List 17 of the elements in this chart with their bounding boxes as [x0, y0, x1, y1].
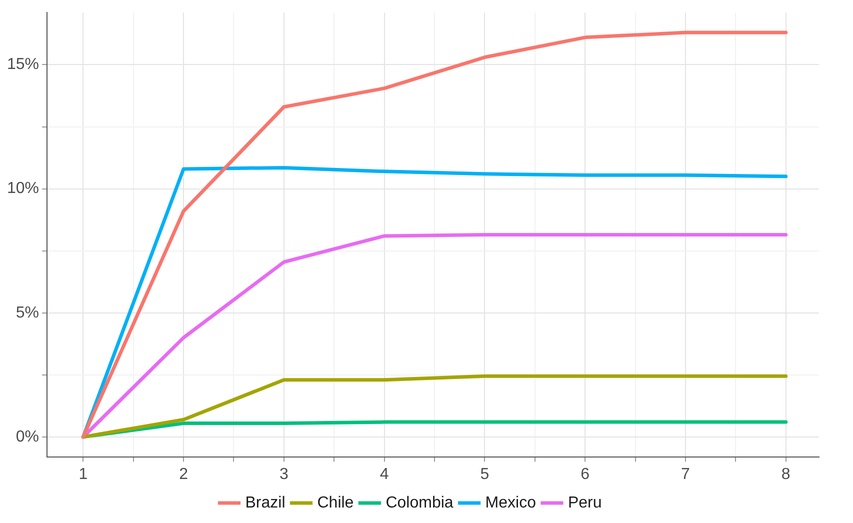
legend-label: Chile [317, 494, 354, 512]
x-tick-label: 1 [78, 466, 88, 483]
y-tick-label: 10% [6, 180, 40, 198]
x-tick-label: 4 [380, 466, 389, 483]
legend-label: Mexico [485, 494, 536, 512]
y-tick-label: 15% [6, 56, 40, 74]
y-tick-label: 0% [16, 428, 40, 446]
legend-label: Peru [568, 494, 602, 512]
legend-label: Colombia [386, 494, 454, 512]
x-tick-label: 7 [681, 466, 690, 483]
y-tick-label: 5% [16, 304, 40, 322]
x-tick-label: 5 [480, 466, 490, 483]
x-tick-label: 8 [781, 466, 790, 483]
legend-label: Brazil [245, 494, 286, 512]
x-tick-label: 6 [580, 466, 590, 483]
x-tick-label: 3 [279, 466, 288, 483]
x-tick-label: 2 [179, 466, 188, 483]
